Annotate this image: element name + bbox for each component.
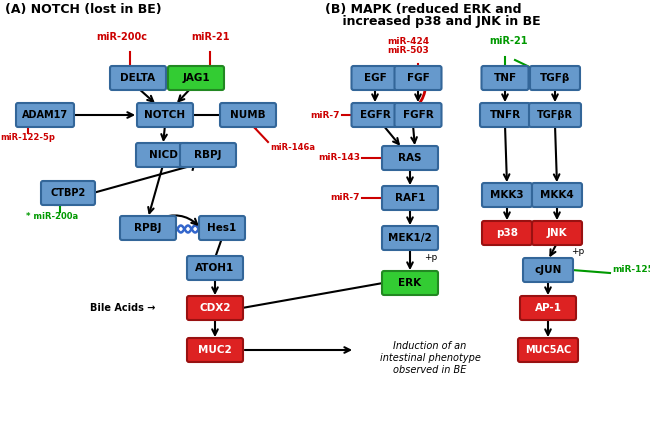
- FancyBboxPatch shape: [395, 66, 441, 90]
- Text: miR-200c: miR-200c: [96, 32, 148, 42]
- FancyBboxPatch shape: [382, 146, 438, 170]
- FancyBboxPatch shape: [480, 103, 530, 127]
- Text: JAG1: JAG1: [182, 73, 210, 83]
- FancyBboxPatch shape: [482, 66, 528, 90]
- Text: p38: p38: [496, 228, 518, 238]
- FancyBboxPatch shape: [352, 66, 398, 90]
- FancyBboxPatch shape: [382, 186, 438, 210]
- Text: NUMB: NUMB: [230, 110, 266, 120]
- FancyBboxPatch shape: [529, 103, 581, 127]
- Text: FGFR: FGFR: [402, 110, 434, 120]
- Text: JNK: JNK: [547, 228, 567, 238]
- FancyBboxPatch shape: [187, 296, 243, 320]
- FancyBboxPatch shape: [482, 221, 532, 245]
- Text: miR-503: miR-503: [387, 46, 429, 55]
- Text: miR-7: miR-7: [311, 111, 340, 120]
- Text: RPBJ: RPBJ: [135, 223, 162, 233]
- FancyBboxPatch shape: [518, 338, 578, 362]
- Text: DELTA: DELTA: [120, 73, 155, 83]
- Text: Bile Acids →: Bile Acids →: [90, 303, 155, 313]
- Text: cJUN: cJUN: [534, 265, 562, 275]
- FancyBboxPatch shape: [187, 256, 243, 280]
- Text: (B) MAPK (reduced ERK and: (B) MAPK (reduced ERK and: [325, 3, 521, 16]
- Text: miR-146a: miR-146a: [270, 143, 315, 153]
- Text: MUC5AC: MUC5AC: [525, 345, 571, 355]
- Text: ERK: ERK: [398, 278, 422, 288]
- Text: MEK1/2: MEK1/2: [388, 233, 432, 243]
- Text: +p: +p: [571, 247, 584, 255]
- FancyBboxPatch shape: [41, 181, 95, 205]
- Text: MUC2: MUC2: [198, 345, 232, 355]
- FancyBboxPatch shape: [520, 296, 576, 320]
- FancyBboxPatch shape: [136, 143, 190, 167]
- FancyBboxPatch shape: [168, 66, 224, 90]
- FancyBboxPatch shape: [382, 271, 438, 295]
- Text: miR-21: miR-21: [190, 32, 229, 42]
- Text: TGFβR: TGFβR: [537, 110, 573, 120]
- FancyBboxPatch shape: [532, 183, 582, 207]
- Text: Induction of an
intestinal phenotype
observed in BE: Induction of an intestinal phenotype obs…: [380, 341, 480, 374]
- Text: RAF1: RAF1: [395, 193, 425, 203]
- FancyBboxPatch shape: [220, 103, 276, 127]
- FancyBboxPatch shape: [16, 103, 74, 127]
- Text: (A) NOTCH (lost in BE): (A) NOTCH (lost in BE): [5, 3, 162, 16]
- FancyBboxPatch shape: [532, 221, 582, 245]
- Text: CDX2: CDX2: [200, 303, 231, 313]
- Text: ADAM17: ADAM17: [22, 110, 68, 120]
- Text: RAS: RAS: [398, 153, 422, 163]
- FancyBboxPatch shape: [352, 103, 398, 127]
- Text: TNF: TNF: [493, 73, 517, 83]
- Text: EGF: EGF: [363, 73, 386, 83]
- FancyBboxPatch shape: [382, 226, 438, 250]
- Text: miR-122-5p: miR-122-5p: [1, 133, 55, 142]
- Text: TGFβ: TGFβ: [540, 73, 570, 83]
- FancyBboxPatch shape: [180, 143, 236, 167]
- Text: CTBP2: CTBP2: [51, 188, 86, 198]
- FancyBboxPatch shape: [137, 103, 193, 127]
- FancyBboxPatch shape: [395, 103, 441, 127]
- FancyBboxPatch shape: [110, 66, 166, 90]
- Text: miR-7: miR-7: [330, 194, 360, 202]
- FancyBboxPatch shape: [187, 338, 243, 362]
- Text: * miR-200a: * miR-200a: [26, 212, 78, 221]
- FancyBboxPatch shape: [120, 216, 176, 240]
- Text: increased p38 and JNK in BE: increased p38 and JNK in BE: [325, 15, 541, 28]
- Text: +p: +p: [424, 254, 437, 262]
- FancyBboxPatch shape: [482, 183, 532, 207]
- Text: NICD: NICD: [149, 150, 177, 160]
- Text: AP-1: AP-1: [534, 303, 562, 313]
- Text: miR-21: miR-21: [489, 36, 527, 46]
- Text: miR-424: miR-424: [387, 37, 429, 46]
- Text: NOTCH: NOTCH: [144, 110, 185, 120]
- FancyBboxPatch shape: [530, 66, 580, 90]
- Text: ATOH1: ATOH1: [196, 263, 235, 273]
- Text: RBPJ: RBPJ: [194, 150, 222, 160]
- FancyBboxPatch shape: [199, 216, 245, 240]
- Text: EGFR: EGFR: [359, 110, 391, 120]
- Text: miR-143: miR-143: [318, 153, 360, 162]
- Text: MKK4: MKK4: [540, 190, 574, 200]
- Text: FGF: FGF: [407, 73, 430, 83]
- FancyBboxPatch shape: [523, 258, 573, 282]
- Text: MKK3: MKK3: [490, 190, 524, 200]
- Text: Hes1: Hes1: [207, 223, 237, 233]
- Text: miR-125b: miR-125b: [612, 265, 650, 274]
- Text: TNFR: TNFR: [489, 110, 521, 120]
